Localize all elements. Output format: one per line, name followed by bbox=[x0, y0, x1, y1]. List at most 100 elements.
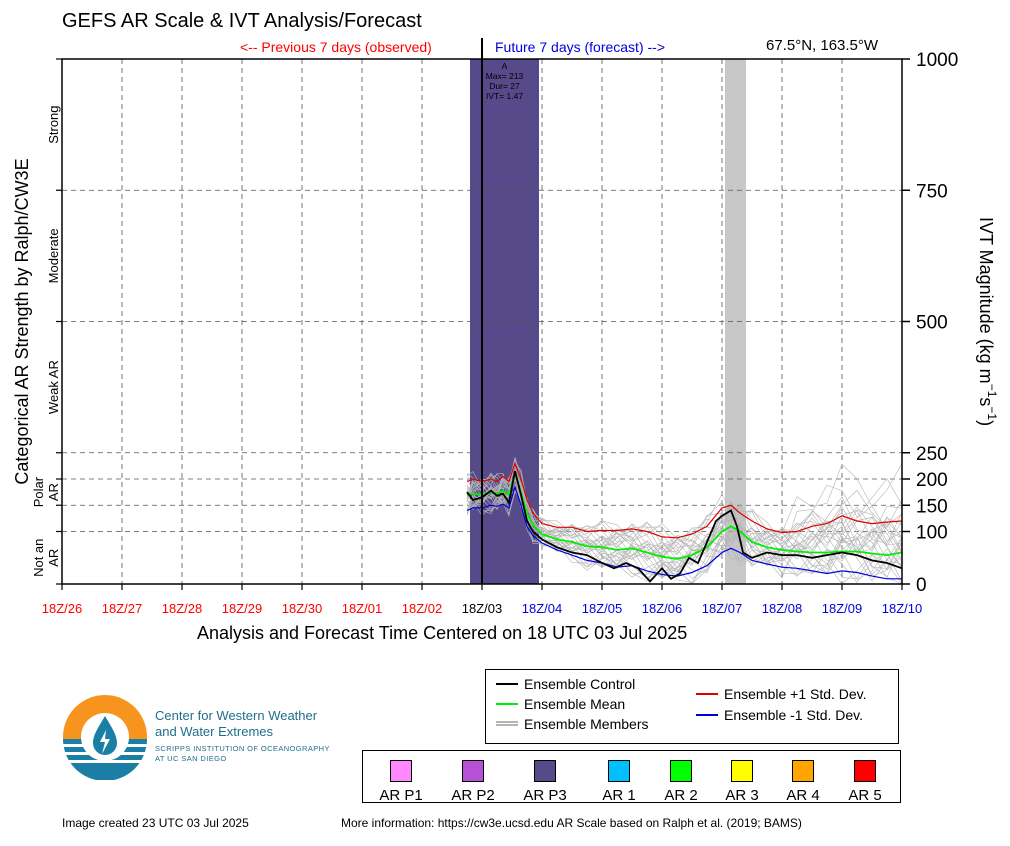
y-tick-label: 250 bbox=[916, 444, 948, 465]
category-legend: AR P1 AR P2 AR P3 AR 1 AR 2 AR 3 AR 4 AR… bbox=[362, 750, 901, 804]
x-tick-label: 18Z/04 bbox=[522, 601, 562, 616]
legend-category-label: AR 3 bbox=[725, 787, 759, 804]
ensemble-minus-std-line bbox=[466, 484, 902, 580]
legend-category-label: AR 5 bbox=[848, 787, 882, 804]
logo-institution: SCRIPPS INSTITUTION OF OCEANOGRAPHY AT UC… bbox=[155, 744, 330, 763]
y-category-label: Weak AR bbox=[46, 360, 61, 414]
x-tick-label: 18Z/07 bbox=[702, 601, 742, 616]
y-tick-label: 100 bbox=[916, 523, 948, 544]
grid-layer bbox=[62, 59, 902, 584]
color-swatch bbox=[462, 760, 484, 782]
x-tick-label: 18Z/27 bbox=[102, 601, 142, 616]
ensemble-member-line bbox=[466, 482, 903, 584]
axes-layer bbox=[56, 38, 910, 590]
legend-category-ar-p2: AR P2 bbox=[440, 760, 506, 804]
color-swatch bbox=[534, 760, 556, 782]
chart-title: GEFS AR Scale & IVT Analysis/Forecast bbox=[62, 10, 422, 32]
x-tick-label: 18Z/30 bbox=[282, 601, 322, 616]
ensemble-control-line bbox=[466, 470, 903, 583]
more-information-label: More information: https://cw3e.ucsd.edu … bbox=[341, 816, 802, 830]
legend-category-label: AR P1 bbox=[379, 787, 423, 804]
legend-label: Ensemble Control bbox=[524, 676, 636, 692]
x-axis-title: Analysis and Forecast Time Centered on 1… bbox=[197, 623, 688, 643]
color-swatch bbox=[390, 760, 412, 782]
x-tick-label: 18Z/09 bbox=[822, 601, 862, 616]
legend-category-label: AR P3 bbox=[523, 787, 567, 804]
legend-category-label: AR 4 bbox=[786, 787, 820, 804]
color-swatch bbox=[792, 760, 814, 782]
y-category-label: Moderate bbox=[46, 228, 61, 283]
legend-category-label: AR 1 bbox=[602, 787, 636, 804]
ensemble-member-line bbox=[466, 488, 903, 581]
legend-category-label: AR P2 bbox=[451, 787, 495, 804]
logo-name: Center for Western Weather and Water Extr… bbox=[155, 708, 318, 739]
legend-category-ar-2: AR 2 bbox=[648, 760, 714, 804]
previous-days-label: <-- Previous 7 days (observed) bbox=[240, 39, 432, 55]
legend-swatch bbox=[496, 720, 518, 728]
ensemble-member-line bbox=[466, 487, 903, 585]
series-layer bbox=[466, 461, 903, 583]
right-axis-title: IVT Magnitude (kg m−1s−1) bbox=[976, 217, 999, 426]
y-tick-label: 750 bbox=[916, 181, 948, 202]
legend-item-mean: Ensemble Mean bbox=[496, 696, 625, 712]
legend-category-ar-3: AR 3 bbox=[709, 760, 775, 804]
x-tick-label: 18Z/08 bbox=[762, 601, 802, 616]
legend-swatch bbox=[496, 703, 518, 705]
ensemble-member-line bbox=[466, 477, 903, 560]
y-category-label: Strong bbox=[46, 105, 61, 143]
ensemble-plus-std-line bbox=[466, 461, 903, 539]
x-tick-label: 18Z/05 bbox=[582, 601, 622, 616]
color-swatch bbox=[608, 760, 630, 782]
legend-label: Ensemble Members bbox=[524, 716, 649, 732]
image-created-label: Image created 23 UTC 03 Jul 2025 bbox=[62, 816, 249, 830]
legend-item-minus-std: Ensemble -1 Std. Dev. bbox=[696, 707, 863, 723]
y-category-label: AR bbox=[46, 549, 61, 567]
y-tick-label: 1000 bbox=[916, 50, 958, 71]
x-tick-label: 18Z/26 bbox=[42, 601, 82, 616]
legend-label: Ensemble -1 Std. Dev. bbox=[724, 707, 864, 723]
ensemble-member-line bbox=[466, 460, 903, 553]
legend-label: Ensemble Mean bbox=[524, 696, 626, 712]
legend-swatch bbox=[496, 683, 518, 685]
legend-swatch bbox=[696, 693, 718, 695]
x-tick-label: 18Z/03 bbox=[462, 601, 502, 616]
y-category-label: Not an bbox=[31, 539, 46, 577]
y-tick-label: 150 bbox=[916, 496, 948, 517]
legend-item-control: Ensemble Control bbox=[496, 676, 635, 692]
ensemble-member-line bbox=[466, 472, 903, 576]
legend-item-members: Ensemble Members bbox=[496, 716, 649, 732]
color-swatch bbox=[670, 760, 692, 782]
legend-category-ar-5: AR 5 bbox=[832, 760, 898, 804]
legend-label: Ensemble +1 Std. Dev. bbox=[724, 686, 867, 702]
legend-category-label: AR 2 bbox=[664, 787, 698, 804]
color-swatch bbox=[731, 760, 753, 782]
ensemble-mean-line bbox=[466, 470, 903, 560]
x-tick-label: 18Z/28 bbox=[162, 601, 202, 616]
ensemble-member-line bbox=[466, 471, 903, 558]
x-tick-label: 18Z/02 bbox=[402, 601, 442, 616]
color-swatch bbox=[854, 760, 876, 782]
legend-swatch bbox=[696, 714, 718, 716]
location-label: 67.5°N, 163.5°W bbox=[766, 37, 879, 54]
ar-event-label-line: IVT= 1.47 bbox=[486, 91, 523, 101]
ar-event-label-line: A bbox=[502, 61, 508, 71]
y-category-label: AR bbox=[46, 483, 61, 501]
x-tick-label: 18Z/10 bbox=[882, 601, 922, 616]
cw3e-logo-icon bbox=[62, 695, 148, 780]
x-tick-label: 18Z/29 bbox=[222, 601, 262, 616]
y-tick-label: 200 bbox=[916, 470, 948, 491]
y-tick-label: 0 bbox=[916, 575, 927, 596]
legend-category-ar-4: AR 4 bbox=[770, 760, 836, 804]
future-days-label: Future 7 days (forecast) --> bbox=[495, 39, 666, 55]
x-tick-label: 18Z/01 bbox=[342, 601, 382, 616]
y-tick-label: 500 bbox=[916, 313, 948, 334]
ensemble-members-layer bbox=[466, 457, 903, 585]
ensemble-member-line bbox=[466, 465, 903, 558]
x-tick-label: 18Z/06 bbox=[642, 601, 682, 616]
legend-category-ar-p1: AR P1 bbox=[368, 760, 434, 804]
legend-item-plus-std: Ensemble +1 Std. Dev. bbox=[696, 686, 867, 702]
y-category-label: Polar bbox=[31, 476, 46, 507]
ensemble-member-line bbox=[466, 474, 903, 558]
